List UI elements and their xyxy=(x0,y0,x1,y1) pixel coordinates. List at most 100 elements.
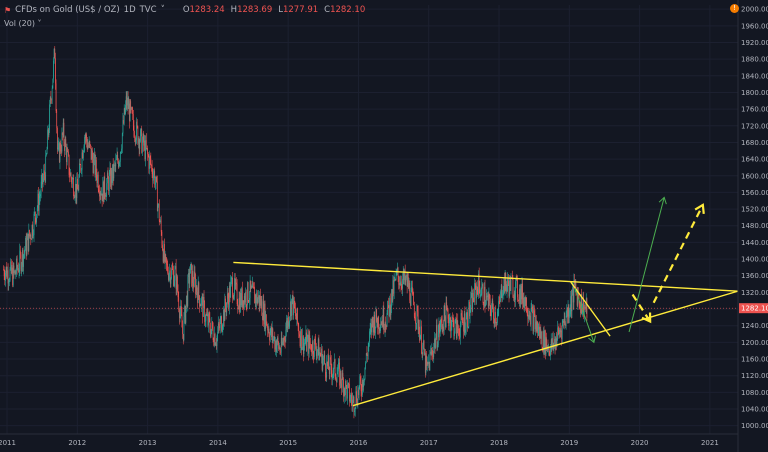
candle-body xyxy=(419,326,420,341)
symbol-legend[interactable]: ⚑ CFDs on Gold (US$ / OZ) 1D TVC ˅ O1283… xyxy=(4,5,365,15)
candle-body xyxy=(167,273,169,280)
candle-body xyxy=(53,60,54,79)
chevron-down-icon[interactable]: ˅ xyxy=(160,5,165,15)
candle-body xyxy=(94,153,96,175)
candle-body xyxy=(169,270,171,284)
candle-body xyxy=(117,154,119,161)
candle-body xyxy=(141,128,143,153)
candle-body xyxy=(221,316,222,332)
candle-body xyxy=(217,323,219,332)
candle-body xyxy=(92,158,94,174)
candle-body xyxy=(428,361,429,364)
candle-body xyxy=(371,324,372,333)
candle-body xyxy=(585,307,586,309)
candle-body xyxy=(131,107,133,113)
candle-body xyxy=(574,280,575,285)
candle-body xyxy=(5,272,6,281)
alert-icon[interactable]: ! xyxy=(730,4,739,13)
candle-body xyxy=(125,96,127,106)
candle-body xyxy=(166,257,167,265)
candle-body xyxy=(304,343,305,344)
candle-body xyxy=(64,139,66,151)
candle-body xyxy=(362,379,364,388)
candle-body xyxy=(386,313,388,327)
candle-body xyxy=(530,315,531,325)
candle-body xyxy=(341,383,342,388)
candle-body xyxy=(567,306,569,317)
candle-body xyxy=(240,292,241,313)
candle-body xyxy=(134,137,136,142)
candle-body xyxy=(415,323,417,324)
candle-body xyxy=(439,323,440,334)
candle-body xyxy=(441,322,443,329)
candle-body xyxy=(525,297,527,306)
candle-body xyxy=(158,203,160,222)
close-key: C xyxy=(324,5,331,15)
arrow-drawing[interactable] xyxy=(628,197,665,333)
last-price-label: 1282.10 xyxy=(741,305,768,313)
trendline-drawing[interactable] xyxy=(570,281,611,337)
arrow-drawing[interactable] xyxy=(631,293,652,323)
candle-body xyxy=(301,329,302,350)
candle-body xyxy=(383,308,385,330)
time-axis[interactable]: 2011 2012 2013 2014 2015 2016 2017 2018 2019 2020… xyxy=(0,433,738,447)
candle-body xyxy=(20,254,22,272)
candle-body xyxy=(136,121,137,140)
candle-body xyxy=(254,288,255,304)
arrow-drawing[interactable] xyxy=(574,288,595,343)
candle-body xyxy=(87,145,89,149)
candle-body xyxy=(428,361,430,371)
candle-body xyxy=(445,302,447,328)
candle-body xyxy=(12,265,14,286)
candle-body xyxy=(210,329,211,337)
candle-body xyxy=(129,103,130,122)
candle-body xyxy=(182,327,183,334)
candle-body xyxy=(18,269,20,272)
volume-legend[interactable]: Vol (20) ˅ xyxy=(4,19,41,28)
candle-body xyxy=(574,283,576,285)
candle-body xyxy=(106,172,108,184)
candle-body xyxy=(377,316,379,328)
trendline-drawing[interactable] xyxy=(352,290,739,407)
candle-body xyxy=(66,150,68,163)
candle-body xyxy=(275,341,276,350)
candle-body xyxy=(478,274,479,296)
candle-body xyxy=(472,292,474,312)
candle-body xyxy=(255,294,257,304)
candle-body xyxy=(460,313,462,326)
candle-body xyxy=(228,285,230,308)
candle-body xyxy=(225,298,226,308)
candle-body xyxy=(531,306,533,309)
candle-body xyxy=(533,311,535,332)
price-tick-label: 1120.00 xyxy=(741,372,768,380)
candle-body xyxy=(174,269,176,281)
candle-body xyxy=(323,354,325,359)
arrow-drawing[interactable] xyxy=(652,204,704,304)
candle-body xyxy=(140,130,141,142)
candle-body xyxy=(520,286,522,304)
candle-body xyxy=(171,268,173,270)
candle-body xyxy=(586,298,588,318)
candle-body xyxy=(365,362,366,368)
candle-body xyxy=(23,254,24,267)
candle-body xyxy=(49,104,50,131)
candle-body xyxy=(85,134,87,138)
candle-body xyxy=(467,312,468,328)
candle-body xyxy=(432,354,434,358)
candle-body xyxy=(273,336,275,339)
candle-body xyxy=(572,287,573,296)
candle-body xyxy=(50,97,52,100)
candle-body xyxy=(504,272,506,293)
candle-body xyxy=(564,318,566,324)
candle-body xyxy=(72,178,74,179)
trendline-drawing[interactable] xyxy=(233,261,739,292)
candle-body xyxy=(562,320,564,323)
candle-body xyxy=(14,270,15,274)
candle-body xyxy=(327,355,329,366)
candle-body xyxy=(93,158,95,174)
chevron-down-icon[interactable]: ˅ xyxy=(37,19,42,28)
price-axis[interactable]: 1000.00 1040.00 1080.00 1120.00 1160.00 1200.… xyxy=(737,0,768,452)
candle-body xyxy=(391,289,393,301)
candle-body xyxy=(289,301,291,318)
